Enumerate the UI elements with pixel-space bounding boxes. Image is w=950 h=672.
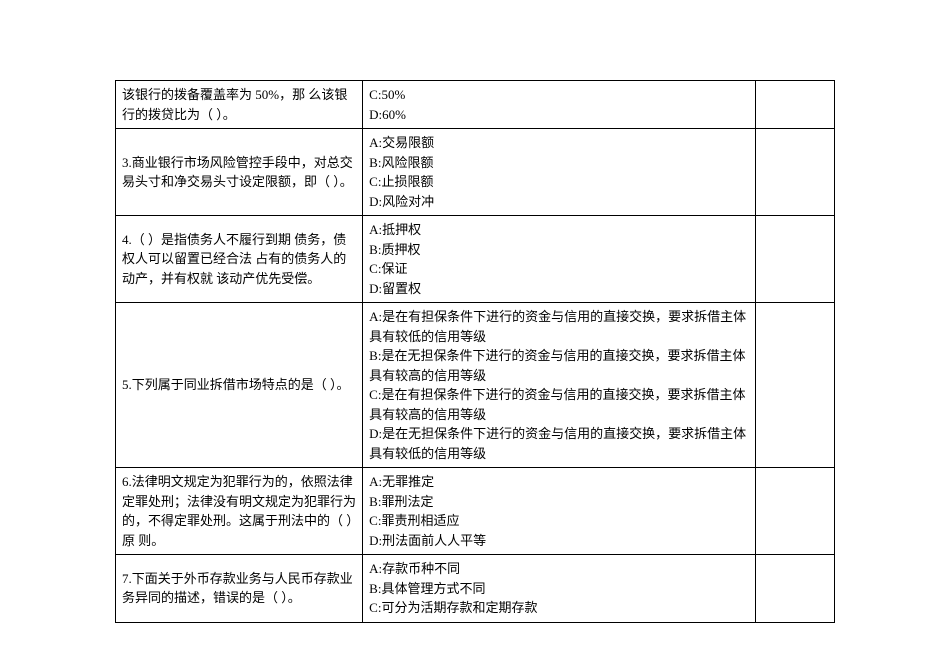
question-cell: 5.下列属于同业拆借市场特点的是（ ）。 [116,303,363,468]
blank-cell [756,216,835,303]
table-row: 3.商业银行市场风险管控手段中，对总交易头寸和净交易头寸设定限额，即（ ）。 A… [116,129,835,216]
table-body: 该银行的拨备覆盖率为 50%，那 么该银行的拨贷比为（ ）。 C:50%D:60… [116,81,835,623]
table-row: 5.下列属于同业拆借市场特点的是（ ）。 A:是在有担保条件下进行的资金与信用的… [116,303,835,468]
page-container: 该银行的拨备覆盖率为 50%，那 么该银行的拨贷比为（ ）。 C:50%D:60… [115,80,835,623]
options-cell: A:是在有担保条件下进行的资金与信用的直接交换，要求拆借主体具有较低的信用等级B… [363,303,756,468]
question-cell: 6.法律明文规定为犯罪行为的，依照法律定罪处刑；法律没有明文规定为犯罪行为的，不… [116,468,363,555]
table-row: 7.下面关于外币存款业务与人民币存款业务异同的描述，错误的是（ ）。 A:存款币… [116,555,835,623]
table-row: 4.（ ）是指债务人不履行到期 债务，债权人可以留置已经合法 占有的债务人的动产… [116,216,835,303]
question-cell: 7.下面关于外币存款业务与人民币存款业务异同的描述，错误的是（ ）。 [116,555,363,623]
question-cell: 该银行的拨备覆盖率为 50%，那 么该银行的拨贷比为（ ）。 [116,81,363,129]
blank-cell [756,81,835,129]
options-cell: C:50%D:60% [363,81,756,129]
table-row: 该银行的拨备覆盖率为 50%，那 么该银行的拨贷比为（ ）。 C:50%D:60… [116,81,835,129]
blank-cell [756,303,835,468]
question-cell: 3.商业银行市场风险管控手段中，对总交易头寸和净交易头寸设定限额，即（ ）。 [116,129,363,216]
options-cell: A:存款币种不同B:具体管理方式不同C:可分为活期存款和定期存款 [363,555,756,623]
options-cell: A:交易限额B:风险限额C:止损限额D:风险对冲 [363,129,756,216]
options-cell: A:无罪推定B:罪刑法定C:罪责刑相适应D:刑法面前人人平等 [363,468,756,555]
blank-cell [756,129,835,216]
options-cell: A:抵押权B:质押权C:保证D:留置权 [363,216,756,303]
table-row: 6.法律明文规定为犯罪行为的，依照法律定罪处刑；法律没有明文规定为犯罪行为的，不… [116,468,835,555]
question-cell: 4.（ ）是指债务人不履行到期 债务，债权人可以留置已经合法 占有的债务人的动产… [116,216,363,303]
question-table: 该银行的拨备覆盖率为 50%，那 么该银行的拨贷比为（ ）。 C:50%D:60… [115,80,835,623]
blank-cell [756,555,835,623]
blank-cell [756,468,835,555]
